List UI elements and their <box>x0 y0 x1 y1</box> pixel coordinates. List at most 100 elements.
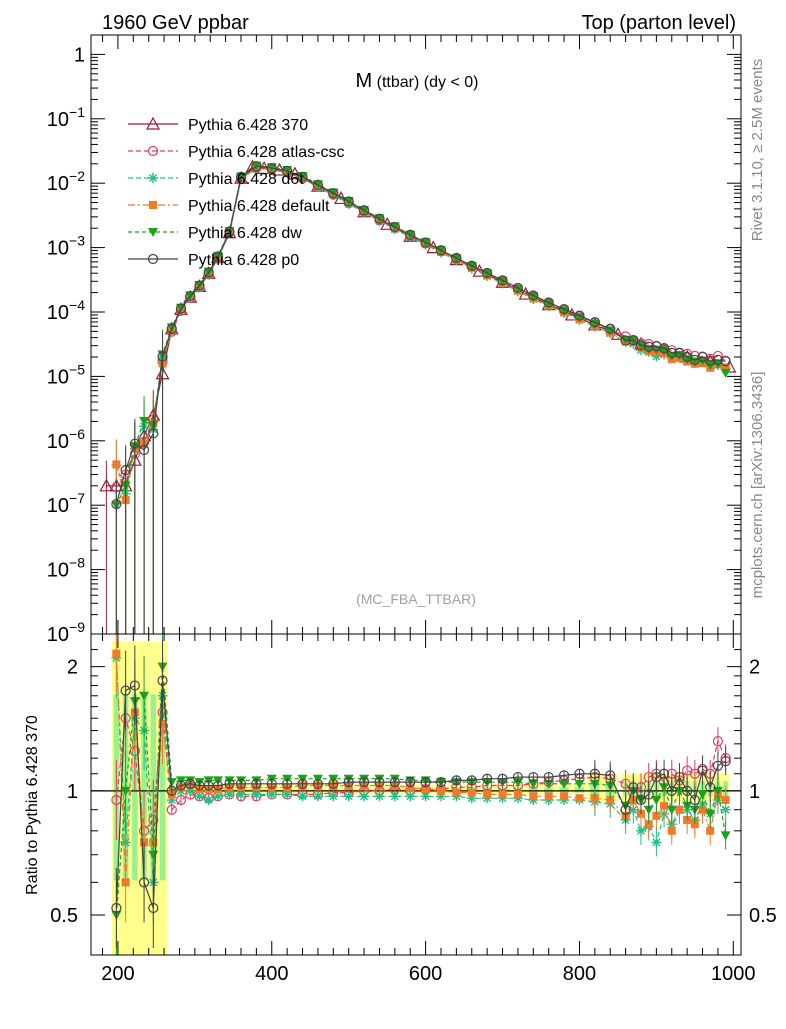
ratio-plot-panel: 200 400 600 800 1000 0.5 0.5 1 1 2 2 <box>50 634 777 985</box>
main-point <box>297 171 308 182</box>
ratio-point <box>605 770 616 781</box>
ratio-point <box>659 783 670 793</box>
main-point <box>574 310 585 321</box>
ratio-point <box>112 649 121 658</box>
main-point <box>203 267 214 278</box>
main-point <box>112 460 121 469</box>
x-tick-label: 600 <box>409 963 442 985</box>
ratio-point <box>212 791 223 802</box>
ratio-y-tick-label-right: 2 <box>749 657 760 679</box>
ratio-point <box>111 902 122 914</box>
ratio-point <box>129 680 140 691</box>
ratio-point <box>667 826 676 835</box>
ratio-band-green <box>159 694 166 881</box>
ratio-point <box>343 777 354 788</box>
legend-marker <box>147 253 159 265</box>
ratio-point <box>359 791 370 802</box>
main-title: M (ttbar) (dy < 0) <box>356 70 479 92</box>
main-point <box>111 499 122 510</box>
main-series-group <box>99 159 737 634</box>
main-point <box>139 416 150 426</box>
ratio-point <box>513 790 522 799</box>
main-point <box>605 323 616 334</box>
legend-label: Pythia 6.428 atlas-csc <box>188 144 345 161</box>
main-point <box>666 351 677 361</box>
ratio-series-line <box>115 657 727 883</box>
ratio-point <box>235 778 247 789</box>
ratio-point <box>697 790 708 800</box>
main-point <box>674 347 685 358</box>
ratio-point <box>389 777 400 788</box>
ratio-band-green <box>528 787 538 793</box>
ratio-point <box>185 785 196 796</box>
main-point <box>628 336 639 346</box>
ratio-point <box>706 826 715 835</box>
ratio-point <box>644 820 653 829</box>
ratio-point <box>166 778 177 788</box>
ratio-point <box>251 778 262 789</box>
ratio-point <box>166 785 177 796</box>
legend-marker <box>145 116 161 130</box>
ratio-point <box>674 771 685 783</box>
ratio-point <box>498 790 507 799</box>
main-point <box>405 229 416 240</box>
ratio-point <box>529 792 538 801</box>
main-point <box>643 341 654 352</box>
main-point <box>512 282 524 294</box>
ratio-point <box>574 779 585 789</box>
ratio-point <box>643 789 654 800</box>
ratio-point <box>712 786 723 796</box>
ratio-point <box>328 778 339 789</box>
x-tick-label: 400 <box>255 963 288 985</box>
ratio-point <box>666 805 677 815</box>
ratio-point <box>574 768 585 779</box>
ratio-point <box>194 791 205 802</box>
legend-marker <box>149 201 157 209</box>
main-point <box>343 196 354 207</box>
ratio-y-axis-label: Ratio to Pythia 6.428 370 <box>24 715 41 895</box>
ratio-point <box>705 809 716 819</box>
main-point <box>659 346 670 356</box>
legend-label: Pythia 6.428 d6t <box>188 171 304 188</box>
main-point <box>689 357 700 367</box>
ratio-point <box>158 720 167 729</box>
ratio-point <box>705 782 716 793</box>
ratio-point <box>643 805 654 815</box>
ratio-point <box>374 791 385 802</box>
main-point <box>721 363 730 372</box>
side-label-rivet: Rivet 3.1.10, ≥ 2.5M events <box>749 59 766 242</box>
main-point <box>574 313 585 323</box>
header-left: 1960 GeV ppbar <box>102 12 249 34</box>
main-series-line <box>115 166 726 501</box>
ratio-point <box>374 777 385 788</box>
main-point <box>697 351 708 362</box>
main-point <box>185 290 196 302</box>
main-point <box>635 340 647 351</box>
main-point <box>482 267 493 279</box>
ratio-point <box>343 791 354 802</box>
ratio-point <box>683 815 692 824</box>
ratio-y-tick-label-right: 1 <box>749 781 760 803</box>
legend-marker <box>147 145 159 157</box>
ratio-series-4 <box>111 640 731 948</box>
main-point <box>312 179 324 191</box>
main-y-tick-label: 10−2 <box>47 168 85 195</box>
main-point <box>705 355 716 367</box>
main-point <box>374 213 385 224</box>
main-y-tick-label: 10−6 <box>47 426 85 453</box>
watermark: (MC_FBA_TTBAR) <box>356 591 476 607</box>
x-tick-label: 200 <box>101 963 134 985</box>
main-point <box>420 237 431 248</box>
ratio-point <box>224 778 235 789</box>
ratio-y-tick-label: 0.5 <box>50 905 78 927</box>
ratio-point <box>420 791 431 802</box>
main-point <box>212 251 224 262</box>
ratio-point <box>628 782 639 793</box>
ratio-point <box>138 877 150 888</box>
main-point <box>497 275 508 286</box>
main-point <box>148 428 159 439</box>
main-point <box>166 323 177 334</box>
ratio-point <box>157 675 168 686</box>
ratio-plot-frame <box>90 633 742 956</box>
main-point <box>282 165 293 176</box>
